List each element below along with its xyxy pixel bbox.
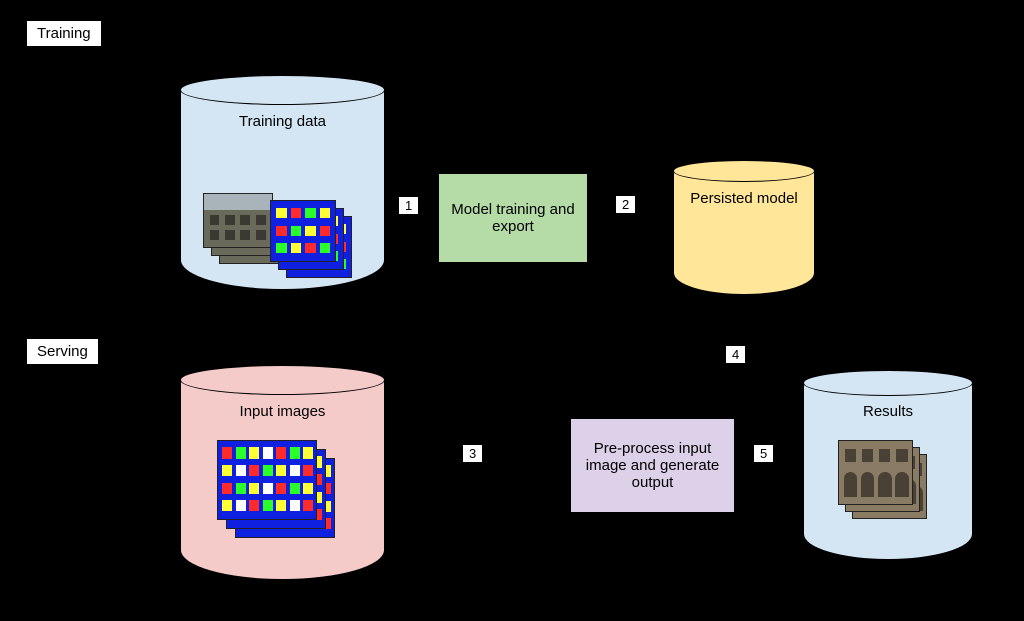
persisted_model-label: Persisted model [673, 190, 815, 207]
thumb-stack-training_seg [270, 200, 352, 278]
box-model_training: Model training and export [438, 173, 588, 263]
training-seg-thumb [270, 200, 336, 262]
box-preprocess: Pre-process input image and generate out… [570, 418, 735, 513]
input-seg-thumb [217, 440, 317, 520]
arrow-label-2: 2 [615, 195, 636, 214]
thumb-stack-input_seg [217, 440, 335, 538]
input_images-label: Input images [180, 403, 385, 420]
arrow-label-4: 4 [725, 345, 746, 364]
arrow-label-3: 3 [462, 444, 483, 463]
training-photo-thumb [203, 193, 273, 248]
arrow-label-5: 5 [753, 444, 774, 463]
thumb-stack-results_photos [838, 440, 927, 519]
results-label: Results [803, 403, 973, 420]
cylinder-persisted_model: Persisted model [673, 160, 815, 295]
preprocess-label: Pre-process input image and generate out… [579, 440, 726, 491]
arrow-label-1: 1 [398, 196, 419, 215]
model_training-label: Model training and export [447, 201, 579, 235]
result-photo-thumb [838, 440, 913, 505]
training_data-label: Training data [180, 113, 385, 130]
